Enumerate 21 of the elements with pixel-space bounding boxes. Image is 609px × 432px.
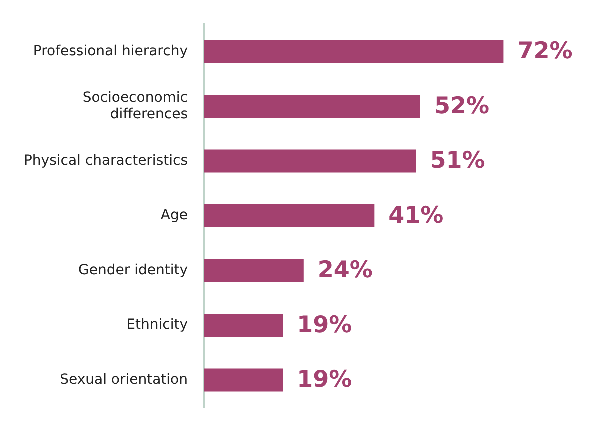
bar xyxy=(204,150,416,173)
y-tick-label: Professional hierarchy xyxy=(33,43,188,60)
data-label: 51% xyxy=(430,148,486,174)
bar xyxy=(204,368,284,392)
y-tick-label: Sexual orientation xyxy=(60,372,188,388)
data-label: 52% xyxy=(434,93,490,120)
data-label: 24% xyxy=(318,258,373,284)
data-label: 41% xyxy=(388,202,444,229)
data-label: 19% xyxy=(297,312,352,338)
bar xyxy=(204,40,504,64)
y-tick-label: Physical characteristics xyxy=(24,152,188,169)
bar xyxy=(204,95,420,118)
y-tick-label: Socioeconomic differences xyxy=(82,90,188,123)
data-label: 72% xyxy=(518,38,573,65)
bar xyxy=(204,259,304,282)
bar xyxy=(204,204,375,228)
y-tick-label: Gender identity xyxy=(78,262,188,278)
y-tick-label: Age xyxy=(160,208,188,224)
bar xyxy=(204,314,284,337)
data-label: 19% xyxy=(297,367,352,394)
y-tick-label: Ethnicity xyxy=(126,317,188,334)
